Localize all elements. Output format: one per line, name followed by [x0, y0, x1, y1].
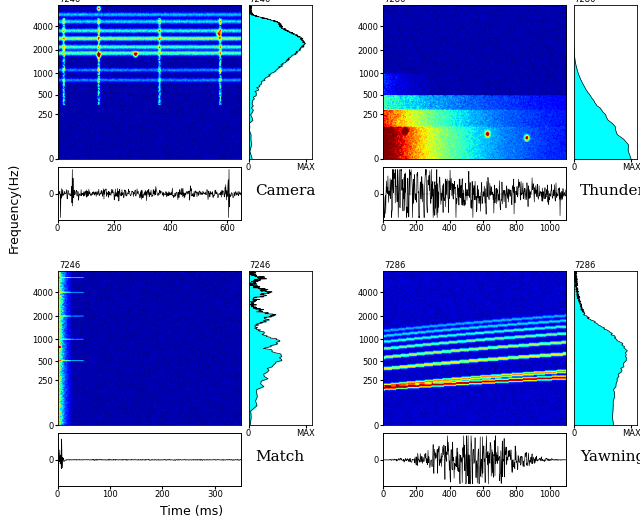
Text: 7286: 7286 — [385, 261, 406, 270]
Text: Match: Match — [255, 450, 304, 464]
Text: Camera: Camera — [255, 184, 316, 198]
Text: 7246: 7246 — [60, 0, 81, 4]
Text: 7246: 7246 — [60, 261, 81, 270]
Text: Time (ms): Time (ms) — [161, 505, 223, 518]
Text: 7246: 7246 — [249, 261, 271, 270]
Text: Thunder: Thunder — [580, 184, 640, 198]
Text: 7286: 7286 — [574, 0, 596, 4]
Text: 7286: 7286 — [385, 0, 406, 4]
Text: 7286: 7286 — [574, 261, 596, 270]
Text: Frequency(Hz): Frequency(Hz) — [8, 163, 20, 253]
Text: 7246: 7246 — [249, 0, 271, 4]
Text: Yawning: Yawning — [580, 450, 640, 464]
